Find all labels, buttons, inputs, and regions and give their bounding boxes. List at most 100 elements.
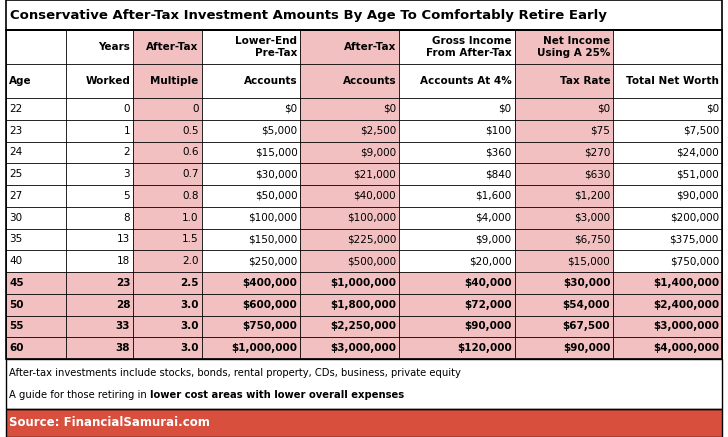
Bar: [133, 294, 202, 316]
Text: 23: 23: [9, 125, 23, 135]
Bar: [6, 272, 66, 294]
Text: $750,000: $750,000: [670, 256, 719, 266]
Bar: [6, 30, 722, 359]
Bar: [133, 98, 202, 120]
Bar: [515, 98, 613, 120]
Text: $2,500: $2,500: [360, 125, 396, 135]
Text: $21,000: $21,000: [353, 169, 396, 179]
Bar: [133, 272, 202, 294]
Text: 2: 2: [124, 147, 130, 157]
Bar: [515, 272, 613, 294]
Text: $1,800,000: $1,800,000: [330, 300, 396, 310]
Bar: [202, 294, 301, 316]
Text: $0: $0: [285, 104, 298, 114]
Text: 60: 60: [9, 343, 23, 353]
Text: $90,000: $90,000: [563, 343, 610, 353]
Text: 30: 30: [9, 213, 22, 222]
Bar: [399, 185, 515, 207]
Bar: [202, 229, 301, 250]
Bar: [6, 30, 66, 64]
Text: $9,000: $9,000: [360, 147, 396, 157]
Text: $1,000,000: $1,000,000: [330, 278, 396, 288]
Bar: [301, 250, 399, 272]
Text: 25: 25: [9, 169, 23, 179]
Text: After-Tax: After-Tax: [344, 42, 396, 52]
Text: $600,000: $600,000: [242, 300, 298, 310]
Bar: [66, 120, 133, 142]
Text: 27: 27: [9, 191, 23, 201]
Bar: [66, 98, 133, 120]
Text: 35: 35: [9, 234, 23, 244]
Bar: [6, 337, 66, 359]
Text: 55: 55: [9, 321, 23, 331]
Bar: [6, 142, 66, 163]
Bar: [613, 207, 722, 229]
Bar: [301, 272, 399, 294]
Text: Tax Rate: Tax Rate: [560, 76, 610, 86]
Bar: [515, 294, 613, 316]
Text: $3,000,000: $3,000,000: [653, 321, 719, 331]
Bar: [6, 409, 722, 437]
Text: After-Tax: After-Tax: [146, 42, 199, 52]
Text: $40,000: $40,000: [354, 191, 396, 201]
Bar: [6, 316, 66, 337]
Text: lower cost areas with lower overall expenses: lower cost areas with lower overall expe…: [150, 390, 404, 400]
Text: $100,000: $100,000: [248, 213, 298, 222]
Bar: [301, 120, 399, 142]
Bar: [613, 98, 722, 120]
Text: $0: $0: [499, 104, 512, 114]
Text: 1: 1: [124, 125, 130, 135]
Text: 28: 28: [116, 300, 130, 310]
Bar: [515, 142, 613, 163]
Bar: [202, 207, 301, 229]
Bar: [399, 250, 515, 272]
Text: 2.0: 2.0: [182, 256, 199, 266]
Bar: [202, 250, 301, 272]
Text: $54,000: $54,000: [563, 300, 610, 310]
Bar: [399, 163, 515, 185]
Bar: [6, 98, 66, 120]
Text: 24: 24: [9, 147, 23, 157]
Bar: [515, 163, 613, 185]
Bar: [6, 294, 66, 316]
Bar: [133, 337, 202, 359]
Text: $4,000,000: $4,000,000: [653, 343, 719, 353]
Text: Accounts At 4%: Accounts At 4%: [420, 76, 512, 86]
Bar: [515, 120, 613, 142]
Bar: [399, 98, 515, 120]
Text: $24,000: $24,000: [676, 147, 719, 157]
Bar: [133, 142, 202, 163]
Bar: [133, 250, 202, 272]
Bar: [6, 120, 66, 142]
Text: $9,000: $9,000: [475, 234, 512, 244]
Bar: [613, 142, 722, 163]
Text: $40,000: $40,000: [464, 278, 512, 288]
Bar: [6, 64, 66, 98]
Bar: [6, 207, 66, 229]
Bar: [133, 163, 202, 185]
Bar: [202, 120, 301, 142]
Text: 22: 22: [9, 104, 23, 114]
Bar: [613, 229, 722, 250]
Bar: [399, 229, 515, 250]
Text: Conservative After-Tax Investment Amounts By Age To Comfortably Retire Early: Conservative After-Tax Investment Amount…: [10, 8, 607, 21]
Text: 3.0: 3.0: [181, 300, 199, 310]
Bar: [66, 272, 133, 294]
Bar: [133, 229, 202, 250]
Text: 38: 38: [116, 343, 130, 353]
Text: $630: $630: [584, 169, 610, 179]
Text: Net Income
Using A 25%: Net Income Using A 25%: [537, 36, 610, 58]
Text: $3,000,000: $3,000,000: [330, 343, 396, 353]
Text: Gross Income
From After-Tax: Gross Income From After-Tax: [426, 36, 512, 58]
Bar: [301, 64, 399, 98]
Bar: [133, 120, 202, 142]
Text: $30,000: $30,000: [563, 278, 610, 288]
Text: $15,000: $15,000: [568, 256, 610, 266]
Text: 1.0: 1.0: [182, 213, 199, 222]
Bar: [66, 64, 133, 98]
Bar: [202, 142, 301, 163]
Bar: [6, 229, 66, 250]
Text: Accounts: Accounts: [244, 76, 298, 86]
Text: 3.0: 3.0: [181, 343, 199, 353]
Bar: [66, 337, 133, 359]
